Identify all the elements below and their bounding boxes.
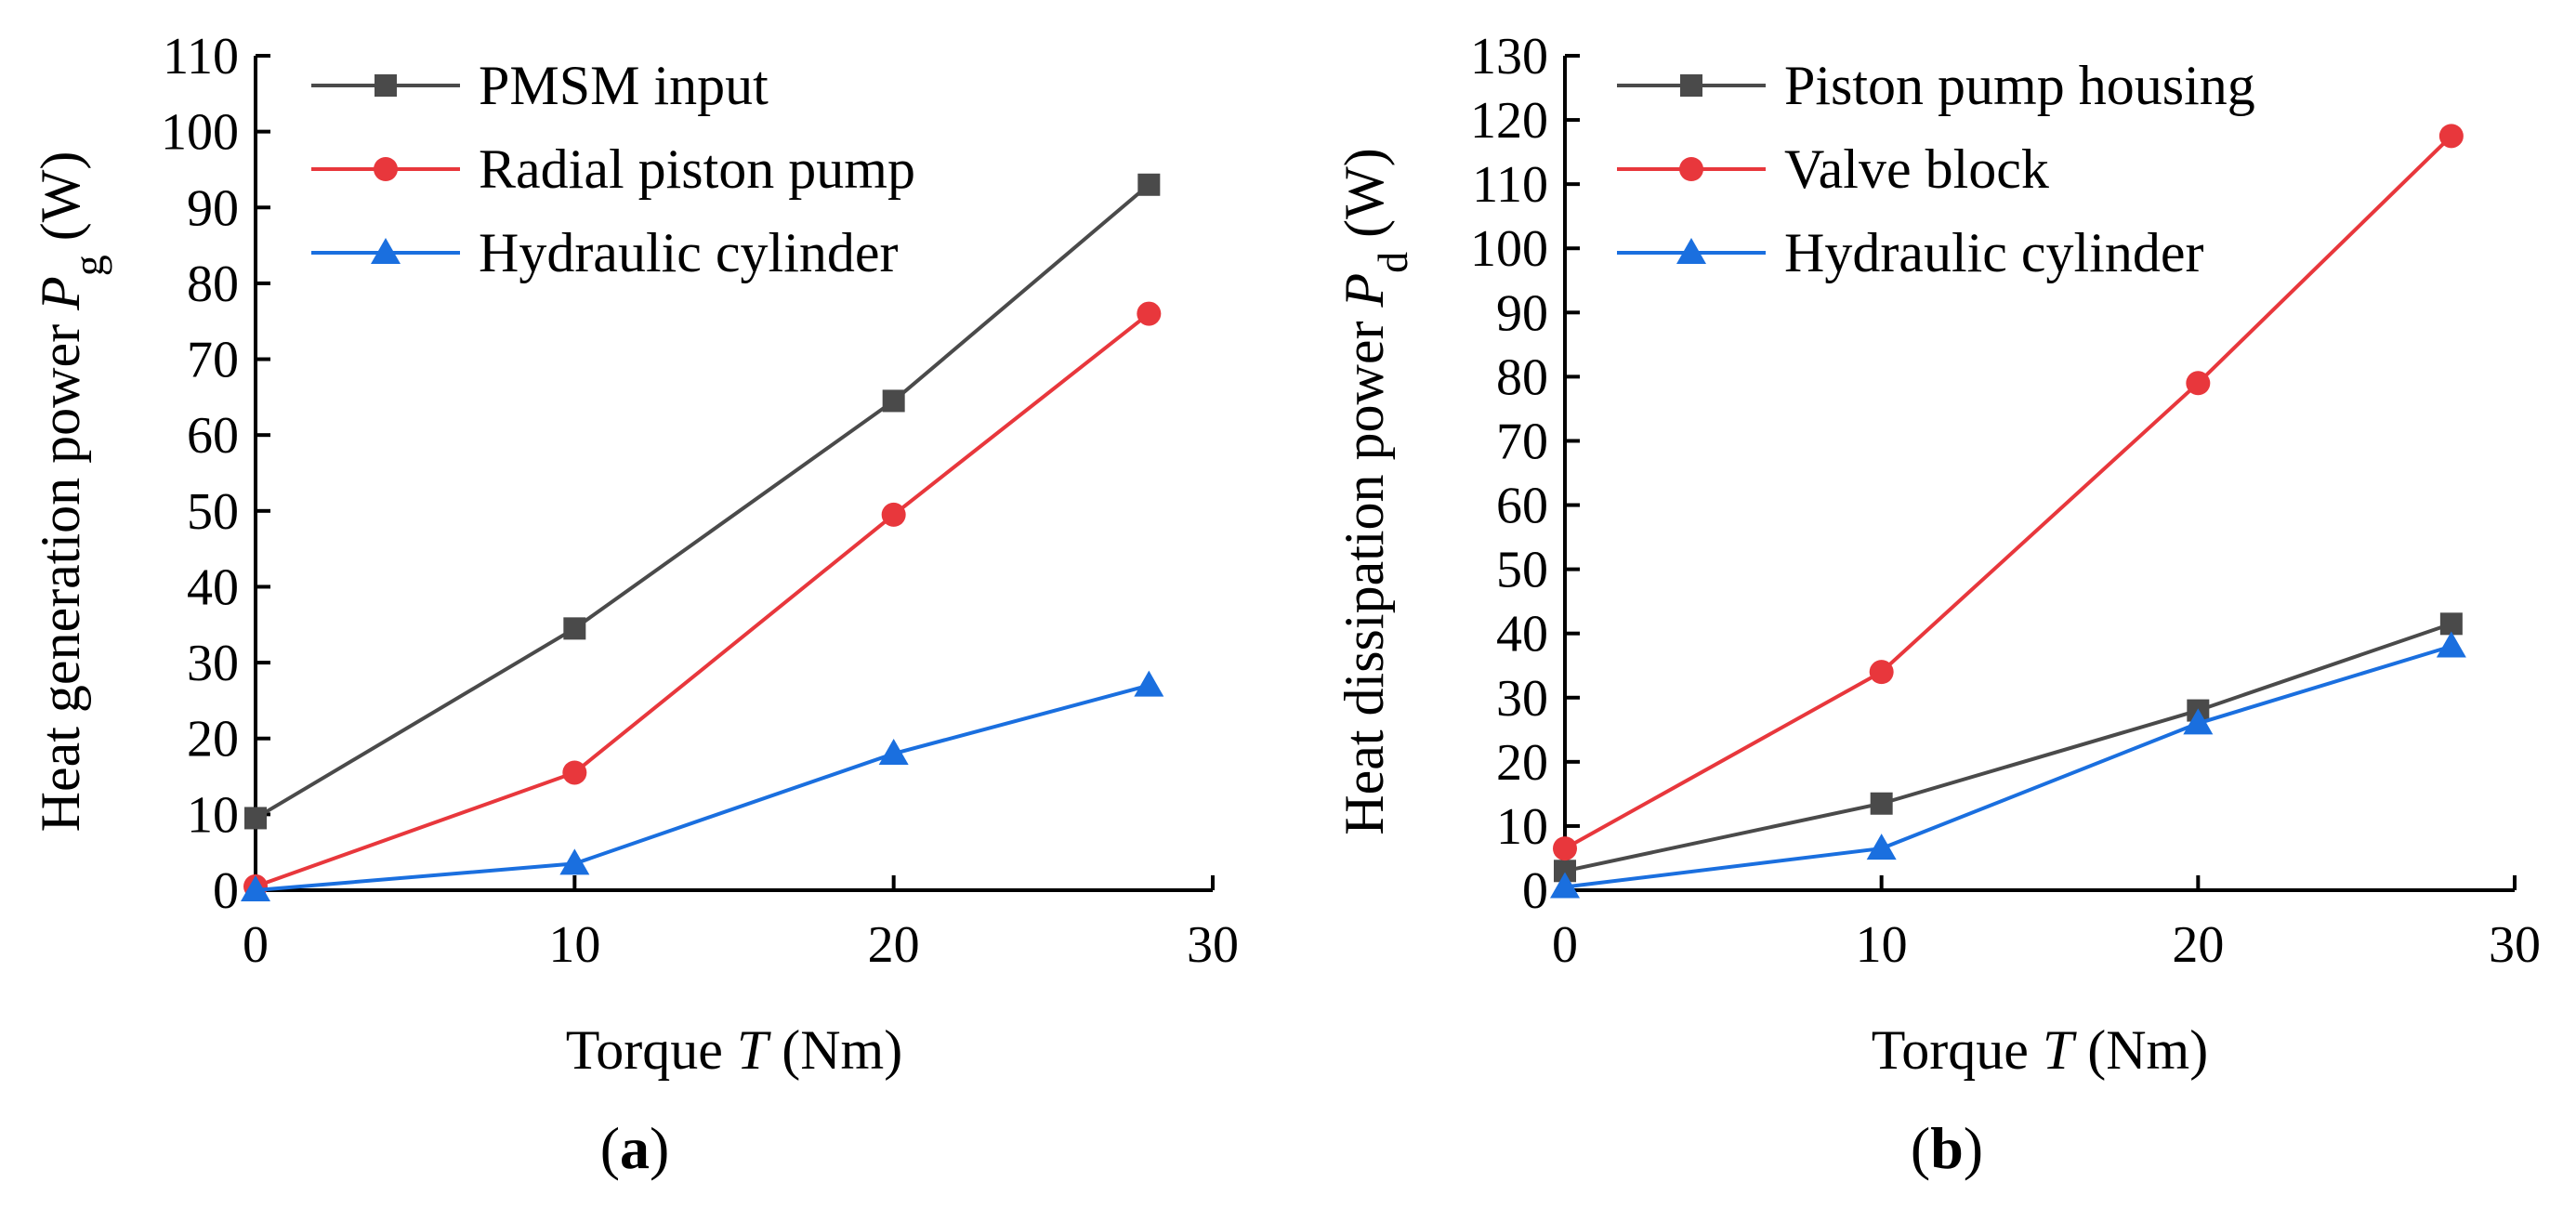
y-tick-label: 90 [1496,284,1548,342]
data-point [1866,834,1897,860]
data-point [241,875,270,901]
legend-label: Valve block [1784,138,2049,200]
data-point [559,848,590,875]
y-tick-label: 40 [1496,606,1548,663]
series-hydraulic-cylinder [241,670,1164,901]
data-point [1137,301,1162,326]
data-point [1869,660,1894,685]
x-tick-label: 20 [2172,916,2224,974]
y-tick-label: 100 [1470,220,1548,278]
legend-label: Hydraulic cylinder [1784,222,2204,283]
legend-label: Piston pump housing [1784,55,2255,116]
data-point [1870,792,1893,815]
series-hydraulic-cylinder [1550,631,2466,899]
legend: PMSM input Radial piston pump Hydraulic cy… [311,55,915,283]
y-axis-label: Heat generation power Pg (W) [30,151,112,833]
panel-caption: (a) [600,1115,670,1181]
series-valve-block [1553,124,2464,861]
data-point [1137,173,1161,196]
legend-label: Radial piston pump [479,138,915,200]
x-tick-label: 0 [1552,916,1578,974]
y-tick-label: 60 [187,407,239,465]
x-axis-label: Torque T (Nm) [566,1019,902,1081]
data-point [2438,124,2464,149]
panel-caption: (b) [1911,1115,1983,1181]
x-tick-label: 10 [548,916,600,974]
series-pmsm-input [244,173,1161,830]
legend-label: Hydraulic cylinder [479,222,899,283]
series-line [255,683,1150,892]
y-tick-label: 30 [187,635,239,692]
data-point [878,739,909,766]
legend-marker [1676,238,1706,264]
y-tick-label: 20 [187,711,239,768]
data-point [1553,836,1577,861]
x-axis-label: Torque T (Nm) [1872,1019,2208,1081]
y-tick-label: 80 [1496,348,1548,406]
data-point [882,389,905,413]
series-piston-pump-housing [1554,612,2463,883]
data-point [244,807,267,830]
series-line [255,311,1150,888]
y-tick-label: 50 [187,483,239,541]
data-point [2436,631,2466,658]
x-tick-label: 20 [868,916,920,974]
x-tick-label: 30 [1187,916,1239,974]
data-point [2439,612,2463,636]
y-tick-label: 120 [1470,92,1548,150]
x-tick-label: 10 [1856,916,1908,974]
data-point [563,617,586,640]
x-tick-label: 30 [2489,916,2541,974]
y-tick-label: 50 [1496,542,1548,599]
data-point [1550,872,1580,899]
data-point [1134,670,1164,697]
series-line [1564,622,2452,873]
series-radial-piston-pump [243,301,1162,899]
y-tick-label: 20 [1496,734,1548,792]
legend-label: PMSM input [479,55,769,116]
y-tick-label: 100 [161,104,239,162]
y-tick-label: 60 [1496,478,1548,535]
y-tick-label: 10 [187,786,239,844]
series-line [1564,134,2453,850]
y-tick-label: 30 [1496,670,1548,728]
legend-marker [371,238,401,264]
data-point [881,502,906,527]
chart-panel-b: 0 10 20 30 40 50 60 70 80 90 100 110 120 130 0 10 20 30 To… [1334,28,2541,1181]
y-tick-label: 70 [187,332,239,389]
data-point [2183,708,2214,735]
legend-marker [374,157,398,181]
y-tick-label: 80 [187,256,239,313]
y-tick-label: 0 [1522,862,1548,920]
y-tick-label: 0 [213,862,239,920]
legend-marker [375,74,397,97]
data-point [2186,371,2211,396]
legend-marker [1679,157,1703,181]
legend: Piston pump housing Valve block Hydraulic … [1617,55,2255,283]
y-tick-label: 90 [187,179,239,237]
y-tick-label: 10 [1496,798,1548,856]
series-line [1564,644,2452,889]
legend-marker [1680,74,1702,97]
y-tick-label: 40 [187,558,239,616]
y-axis-label: Heat dissipation power Pd (W) [1334,148,1416,834]
data-point [562,760,587,785]
x-tick-label: 0 [243,916,269,974]
y-tick-label: 70 [1496,413,1548,470]
y-tick-label: 110 [163,28,239,85]
chart-panel-a: 0 10 20 30 40 50 60 70 80 90 100 110 0 10 20 30 Torque T… [30,28,1239,1181]
series-line [254,183,1150,821]
y-tick-label: 110 [1472,156,1548,214]
y-tick-label: 130 [1470,28,1548,85]
